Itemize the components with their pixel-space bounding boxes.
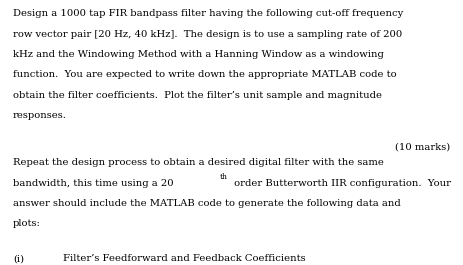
Text: order Butterworth IIR configuration.  Your: order Butterworth IIR configuration. You… — [231, 179, 450, 188]
Text: Repeat the design process to obtain a desired digital filter with the same: Repeat the design process to obtain a de… — [13, 158, 384, 167]
Text: bandwidth, this time using a 20: bandwidth, this time using a 20 — [13, 179, 174, 188]
Text: Filter’s Feedforward and Feedback Coefficients: Filter’s Feedforward and Feedback Coeffi… — [63, 254, 305, 263]
Text: function.  You are expected to write down the appropriate MATLAB code to: function. You are expected to write down… — [13, 70, 397, 80]
Text: obtain the filter coefficients.  Plot the filter’s unit sample and magnitude: obtain the filter coefficients. Plot the… — [13, 91, 382, 100]
Text: responses.: responses. — [13, 111, 67, 120]
Text: kHz and the Windowing Method with a Hanning Window as a windowing: kHz and the Windowing Method with a Hann… — [13, 50, 384, 59]
Text: row vector pair [20 Hz, 40 kHz].  The design is to use a sampling rate of 200: row vector pair [20 Hz, 40 kHz]. The des… — [13, 30, 402, 39]
Text: answer should include the MATLAB code to generate the following data and: answer should include the MATLAB code to… — [13, 199, 400, 208]
Text: (i): (i) — [13, 254, 24, 263]
Text: plots:: plots: — [13, 219, 41, 228]
Text: (10 marks): (10 marks) — [395, 142, 450, 151]
Text: th: th — [220, 173, 228, 181]
Text: Design a 1000 tap FIR bandpass filter having the following cut-off frequency: Design a 1000 tap FIR bandpass filter ha… — [13, 9, 403, 18]
